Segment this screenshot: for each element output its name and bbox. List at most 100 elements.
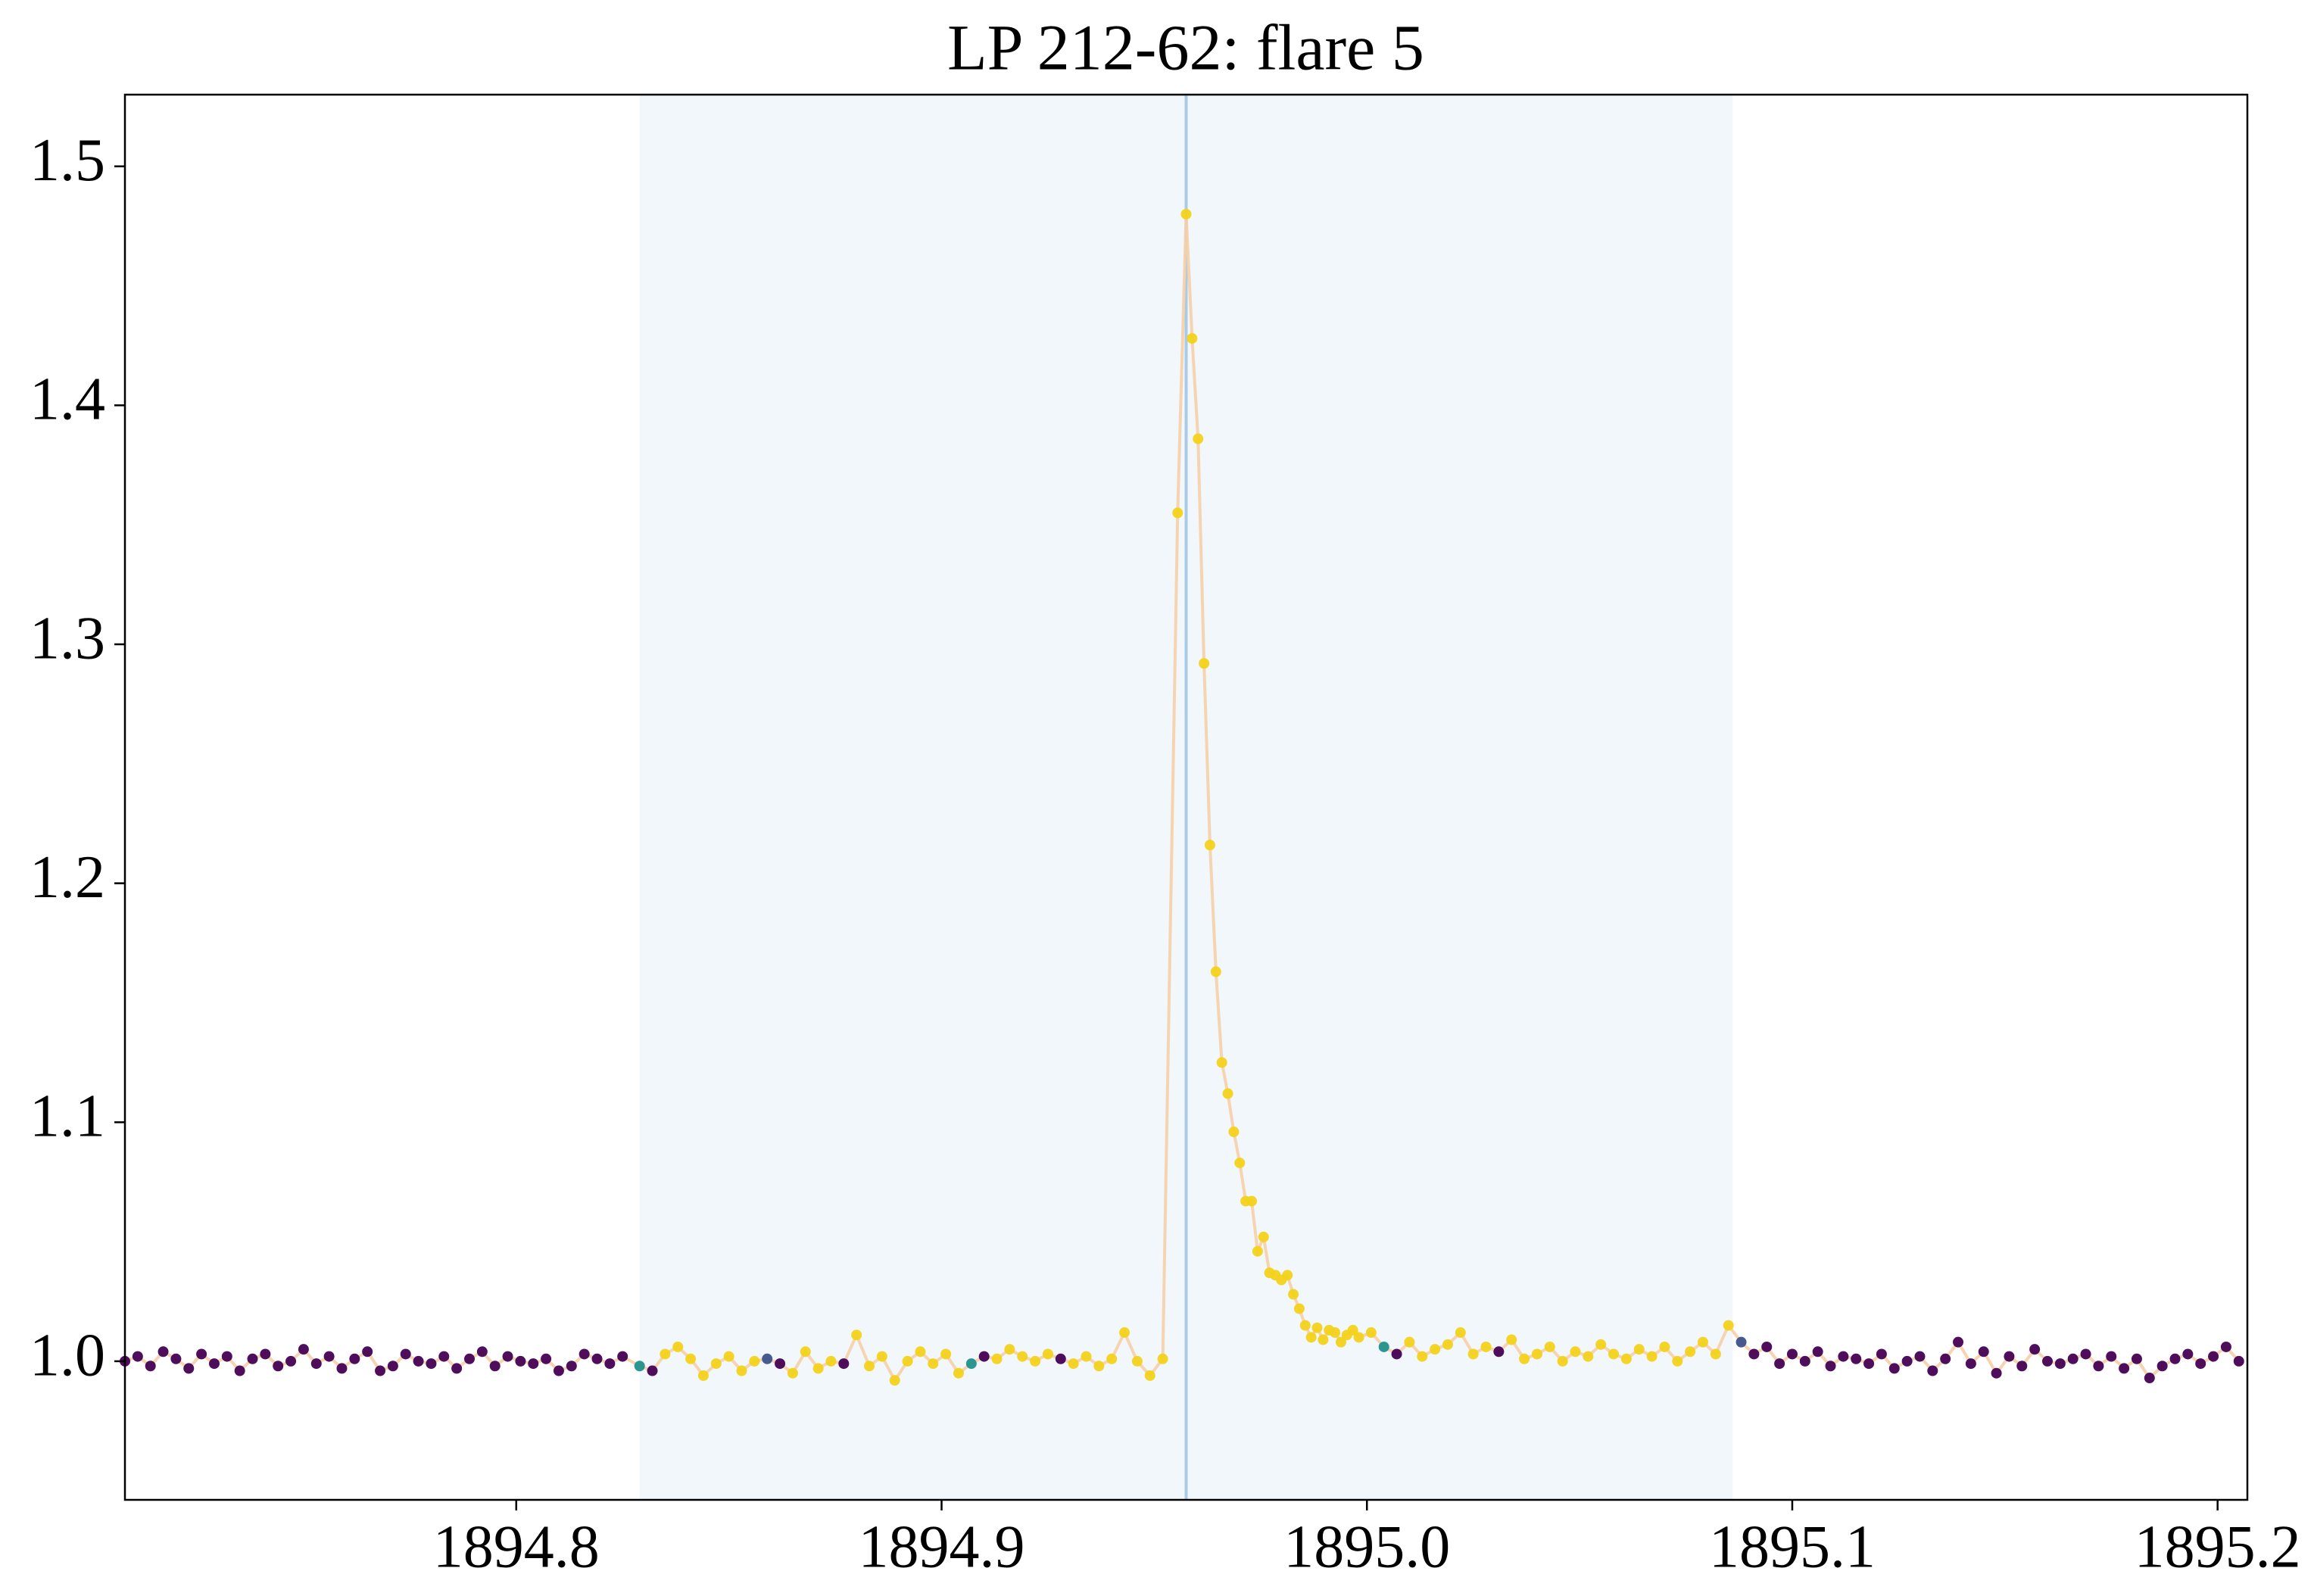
data-point bbox=[2208, 1351, 2219, 1362]
data-point bbox=[1455, 1327, 1466, 1339]
data-point bbox=[1659, 1341, 1670, 1352]
data-point bbox=[413, 1355, 424, 1367]
data-point bbox=[1697, 1336, 1708, 1348]
data-point bbox=[1288, 1289, 1299, 1300]
data-point bbox=[1633, 1344, 1645, 1355]
data-point bbox=[528, 1358, 539, 1370]
data-point bbox=[991, 1353, 1003, 1364]
data-point bbox=[1620, 1353, 1632, 1364]
data-point bbox=[2131, 1353, 2142, 1364]
data-point bbox=[1030, 1355, 1041, 1367]
data-point bbox=[1736, 1336, 1747, 1348]
y-tick-label: 1.4 bbox=[30, 366, 105, 433]
data-point bbox=[2080, 1348, 2091, 1360]
data-point bbox=[1442, 1339, 1453, 1350]
data-point bbox=[2029, 1344, 2041, 1355]
data-point bbox=[1305, 1332, 1317, 1343]
data-point bbox=[1042, 1348, 1053, 1360]
data-point bbox=[234, 1365, 245, 1376]
data-point bbox=[1838, 1351, 1849, 1362]
data-point bbox=[1965, 1358, 1976, 1370]
data-point bbox=[1199, 658, 1210, 669]
data-point bbox=[2093, 1361, 2104, 1372]
data-point bbox=[1901, 1355, 1913, 1367]
data-point bbox=[2067, 1353, 2079, 1364]
data-point bbox=[400, 1348, 411, 1360]
data-point bbox=[1812, 1346, 1823, 1358]
data-point bbox=[566, 1361, 577, 1372]
data-point bbox=[1318, 1334, 1329, 1345]
data-point bbox=[2041, 1355, 2053, 1367]
data-point bbox=[787, 1367, 798, 1379]
data-point bbox=[2054, 1358, 2066, 1370]
data-point bbox=[1851, 1353, 1862, 1364]
data-point bbox=[1557, 1355, 1568, 1367]
data-point bbox=[1876, 1348, 1887, 1360]
data-point bbox=[285, 1355, 297, 1367]
data-point bbox=[2004, 1351, 2015, 1362]
data-point bbox=[362, 1346, 373, 1358]
data-point bbox=[1252, 1245, 1263, 1257]
data-point bbox=[965, 1358, 977, 1370]
y-tick-label: 1.1 bbox=[30, 1083, 105, 1150]
data-point bbox=[1365, 1327, 1377, 1339]
data-point bbox=[838, 1358, 850, 1370]
data-point bbox=[749, 1355, 760, 1367]
data-point bbox=[1646, 1351, 1658, 1362]
data-point bbox=[1506, 1334, 1517, 1345]
data-point bbox=[578, 1348, 590, 1360]
data-point bbox=[1068, 1358, 1079, 1370]
data-point bbox=[387, 1361, 398, 1372]
data-point bbox=[660, 1348, 671, 1360]
data-point bbox=[1311, 1322, 1323, 1333]
y-tick-label: 1.2 bbox=[30, 844, 105, 911]
data-point bbox=[1172, 507, 1184, 519]
data-point bbox=[1378, 1341, 1389, 1352]
data-point bbox=[1391, 1348, 1402, 1360]
data-point bbox=[1672, 1355, 1683, 1367]
data-point bbox=[1825, 1361, 1836, 1372]
data-point bbox=[775, 1358, 786, 1370]
data-point bbox=[672, 1341, 684, 1352]
data-point bbox=[1246, 1195, 1258, 1207]
data-point bbox=[310, 1358, 322, 1370]
data-point bbox=[1157, 1353, 1168, 1364]
data-point bbox=[541, 1353, 552, 1364]
data-point bbox=[1519, 1353, 1530, 1364]
y-tick-label: 1.3 bbox=[30, 605, 105, 672]
data-point bbox=[247, 1353, 258, 1364]
data-point bbox=[1017, 1351, 1028, 1362]
x-tick-label: 1895.1 bbox=[1709, 1513, 1876, 1580]
y-tick-label: 1.5 bbox=[30, 127, 105, 194]
data-point bbox=[1258, 1231, 1269, 1242]
data-point bbox=[1228, 1126, 1240, 1137]
data-point bbox=[2016, 1361, 2028, 1372]
data-point bbox=[1210, 966, 1221, 977]
data-point bbox=[685, 1353, 697, 1364]
data-point bbox=[260, 1348, 271, 1360]
data-point bbox=[1723, 1320, 1734, 1331]
data-point bbox=[336, 1363, 348, 1374]
data-point bbox=[426, 1358, 437, 1370]
data-point bbox=[1204, 840, 1215, 851]
data-point bbox=[1404, 1336, 1415, 1348]
data-point bbox=[208, 1358, 220, 1370]
data-point bbox=[489, 1361, 501, 1372]
data-point bbox=[1180, 208, 1192, 220]
data-point bbox=[2144, 1373, 2155, 1384]
data-point bbox=[1544, 1341, 1555, 1352]
data-point bbox=[736, 1365, 747, 1376]
data-point bbox=[1570, 1346, 1581, 1358]
data-point bbox=[591, 1353, 603, 1364]
data-point bbox=[1595, 1339, 1607, 1350]
data-point bbox=[1953, 1336, 1964, 1348]
data-point bbox=[1353, 1332, 1364, 1343]
data-point bbox=[438, 1351, 450, 1362]
data-point bbox=[1583, 1351, 1594, 1362]
x-tick-label: 1895.0 bbox=[1283, 1513, 1450, 1580]
data-point bbox=[812, 1363, 824, 1374]
data-point bbox=[2157, 1361, 2168, 1372]
data-point bbox=[349, 1353, 360, 1364]
data-point bbox=[1467, 1348, 1479, 1360]
data-point bbox=[876, 1351, 887, 1362]
